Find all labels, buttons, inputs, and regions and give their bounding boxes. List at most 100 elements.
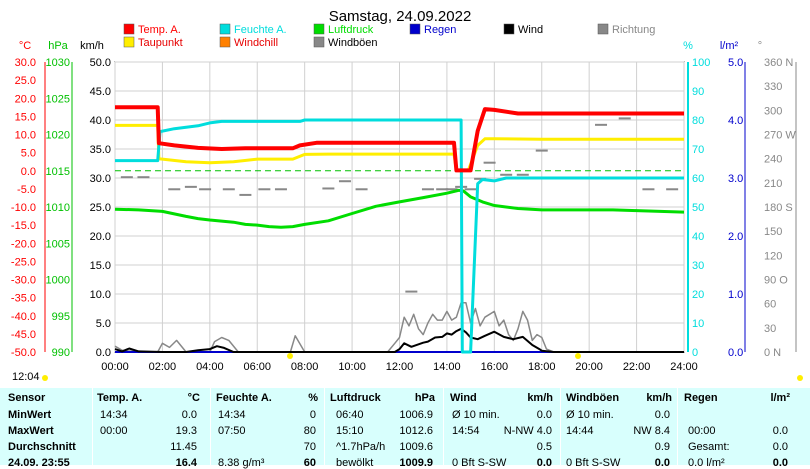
axis-tick-label: 25.0 [15,75,36,87]
legend-swatch [313,23,325,35]
table-cell-value: 1009.6 [399,441,433,453]
legend-swatch [503,23,515,35]
table-header-unit: l/m² [770,392,790,404]
table-cell-value: 0.0 [772,425,788,437]
marker-dot [797,375,803,381]
table-cell-value: 60 [303,457,316,469]
axis-tick-label: 10.0 [90,289,111,301]
axis-tick-label: 60 [692,173,704,185]
axis-tick-label: 995 [52,311,70,323]
axis-tick-label: 0.0 [728,347,743,359]
table-cell: 15:10 [336,425,364,437]
table-header: Regen [684,392,718,404]
axis-tick-label: -10.0 [11,202,36,214]
axis-tick-label: 0.0 [21,166,36,178]
axis-tick-label: 40.0 [90,115,111,127]
axis-tick-label: 1020 [46,130,70,142]
axis-tick-label: 180 S [764,202,793,214]
axis-tick-label: 1000 [46,275,70,287]
time-label: 12:04 [12,371,40,383]
axis-tick-label: 1010 [46,202,70,214]
axis-tick-label: 40 [692,231,704,243]
table-cell-value: 1012.6 [399,425,433,437]
axis-tick-label: 2.0 [728,231,743,243]
table-cell-value: 0.0 [772,441,788,453]
table-cell: 14:34 [218,409,246,421]
table-cell: 06:40 [336,409,364,421]
legend-swatch [123,23,135,35]
axis-tick-label: 1015 [46,166,70,178]
table-cell: 14:44 [566,425,594,437]
axis-unit-label: °C [19,40,31,52]
x-tick-label: 06:00 [243,361,271,373]
marker-dot [575,353,581,359]
axis-tick-label: 90 [692,86,704,98]
axis-tick-label: 1.0 [728,289,743,301]
table-row-label: MaxWert [8,425,54,437]
series-line-wind [114,327,684,353]
axis-tick-label: 20.0 [90,231,111,243]
axis-tick-label: 10.0 [15,130,36,142]
series-line-windb-en [114,301,684,353]
legend-swatch [597,23,609,35]
table-header: Wind [450,392,477,404]
series-line-feuchte-a [115,118,684,354]
x-tick-label: 20:00 [575,361,603,373]
legend-label: Windchill [234,37,278,49]
series-line-luftdruck [114,188,685,229]
axis-tick-label: 4.0 [728,115,743,127]
table-cell-value: NW 8.4 [633,425,670,437]
axis-tick-label: 80 [692,115,704,127]
table-cell-value: 70 [303,441,316,453]
axis-unit-label: ° [758,40,762,52]
table-separator [443,388,444,465]
table-separator [677,388,678,465]
axis-tick-label: -40.0 [11,311,36,323]
table-cell: 00:00 [688,425,716,437]
axis-tick-label: 30.0 [15,57,36,69]
axis-tick-label: 5.0 [96,318,111,330]
table-header: Luftdruck [330,392,381,404]
x-tick-label: 02:00 [149,361,177,373]
axis-tick-label: 10 [692,318,704,330]
legend-swatch [219,36,231,48]
x-tick-label: 04:00 [196,361,224,373]
axis-tick-label: -5.0 [17,184,36,196]
table-cell-value: 80 [303,425,316,437]
axis-tick-label: -45.0 [11,329,36,341]
weather-chart: Samstag, 24.09.2022 Temp. A. Feuchte A. Lu… [11,8,803,381]
table-cell-value: 0 [309,409,316,421]
axis-tick-label: 20 [692,289,704,301]
table-header-unit: hPa [414,392,435,404]
axis-tick-label: 1025 [46,93,70,105]
axis-tick-label: 100 [692,57,710,69]
table-row-label: 24.09. 23:55 [8,457,70,469]
axis-unit-label: hPa [48,40,68,52]
table-separator [560,388,561,465]
x-tick-label: 16:00 [481,361,509,373]
legend-label: Windböen [328,37,378,49]
axis-tick-label: 0 [692,347,698,359]
table-cell: Gesamt: [688,441,730,453]
x-tick-label: 22:00 [623,361,651,373]
table-row-label: Durchschnitt [8,441,76,453]
series-line-temp-a [115,105,684,173]
x-tick-label: 00:00 [101,361,129,373]
axis-tick-label: 60 [764,299,776,311]
axis-tick-label: 1005 [46,238,70,250]
axis-tick-label: 35.0 [90,144,111,156]
x-tick-label: 08:00 [291,361,319,373]
table-cell-value: 0.0 [536,457,552,469]
legend-swatch [219,23,231,35]
legend-label: Regen [424,24,456,36]
table-separator [324,388,325,465]
axis-tick-label: -25.0 [11,256,36,268]
table-header: Feuchte A. [216,392,272,404]
table-cell: 14:34 [100,409,128,421]
table-header-unit: °C [187,392,200,404]
x-tick-label: 12:00 [386,361,414,373]
axis-tick-label: -15.0 [11,220,36,232]
axis-tick-label: 990 [52,347,70,359]
axis-tick-label: 45.0 [90,86,111,98]
axis-unit-label: km/h [80,40,104,52]
